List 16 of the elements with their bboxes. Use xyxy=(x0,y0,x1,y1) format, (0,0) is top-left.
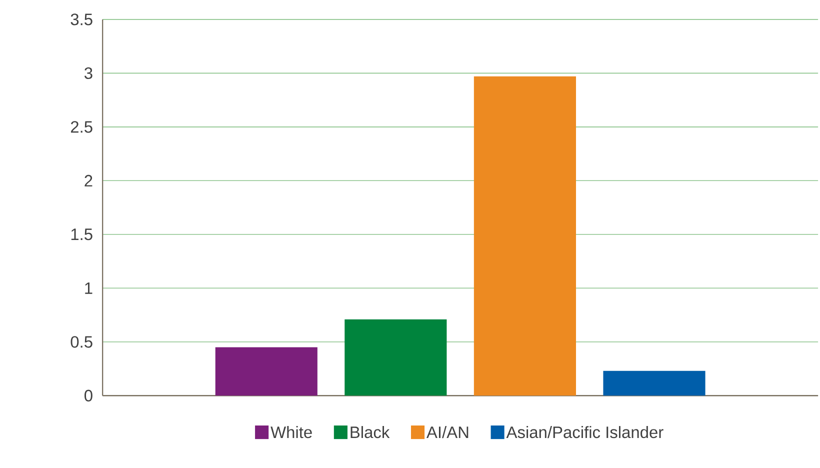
y-tick-label: 2.5 xyxy=(70,121,92,133)
bar xyxy=(215,347,318,396)
legend-label: Asian/Pacific Islander xyxy=(506,426,664,438)
bar xyxy=(344,320,447,396)
legend-label: Black xyxy=(350,426,390,438)
bar xyxy=(474,76,576,396)
bar xyxy=(603,371,706,396)
y-tick-label: 1 xyxy=(85,282,92,294)
legend-label: White xyxy=(270,426,312,438)
legend-label: AI/AN xyxy=(426,426,468,438)
y-tick-label: 3.5 xyxy=(70,14,92,26)
y-tick-label: 2 xyxy=(84,175,92,187)
y-tick-label: 0 xyxy=(84,390,92,402)
y-tick-label: 3 xyxy=(84,68,92,80)
y-tick-label: 0.5 xyxy=(70,336,92,348)
y-tick-label: 1.5 xyxy=(71,228,92,240)
